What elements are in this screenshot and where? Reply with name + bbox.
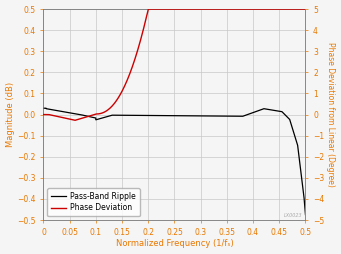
Phase Deviation — [257, 8, 261, 11]
Phase Deviation — [199, 8, 203, 11]
Legend: Pass-Band Ripple, Phase Deviation: Pass-Band Ripple, Phase Deviation — [47, 188, 140, 216]
Phase Deviation — [89, 114, 93, 117]
Pass-Band Ripple — [303, 213, 308, 216]
Line: Pass-Band Ripple: Pass-Band Ripple — [43, 108, 306, 215]
Phase Deviation — [212, 8, 216, 11]
Pass-Band Ripple — [212, 115, 216, 118]
Pass-Band Ripple — [257, 109, 261, 112]
Line: Phase Deviation: Phase Deviation — [43, 9, 306, 120]
Phase Deviation — [41, 113, 45, 116]
Phase Deviation — [73, 119, 77, 122]
Phase Deviation — [142, 27, 146, 30]
Pass-Band Ripple — [142, 114, 146, 117]
Y-axis label: Phase Deviation from Linear (Degree): Phase Deviation from Linear (Degree) — [326, 42, 336, 187]
Phase Deviation — [237, 8, 241, 11]
Phase Deviation — [146, 8, 150, 11]
Text: LX0023: LX0023 — [284, 213, 303, 218]
X-axis label: Normalized Frequency (1/fₛ): Normalized Frequency (1/fₛ) — [116, 240, 233, 248]
Pass-Band Ripple — [89, 116, 93, 119]
Pass-Band Ripple — [198, 115, 203, 118]
Phase Deviation — [303, 8, 308, 11]
Y-axis label: Magnitude (dB): Magnitude (dB) — [5, 82, 15, 147]
Pass-Band Ripple — [237, 115, 241, 118]
Pass-Band Ripple — [41, 107, 45, 110]
